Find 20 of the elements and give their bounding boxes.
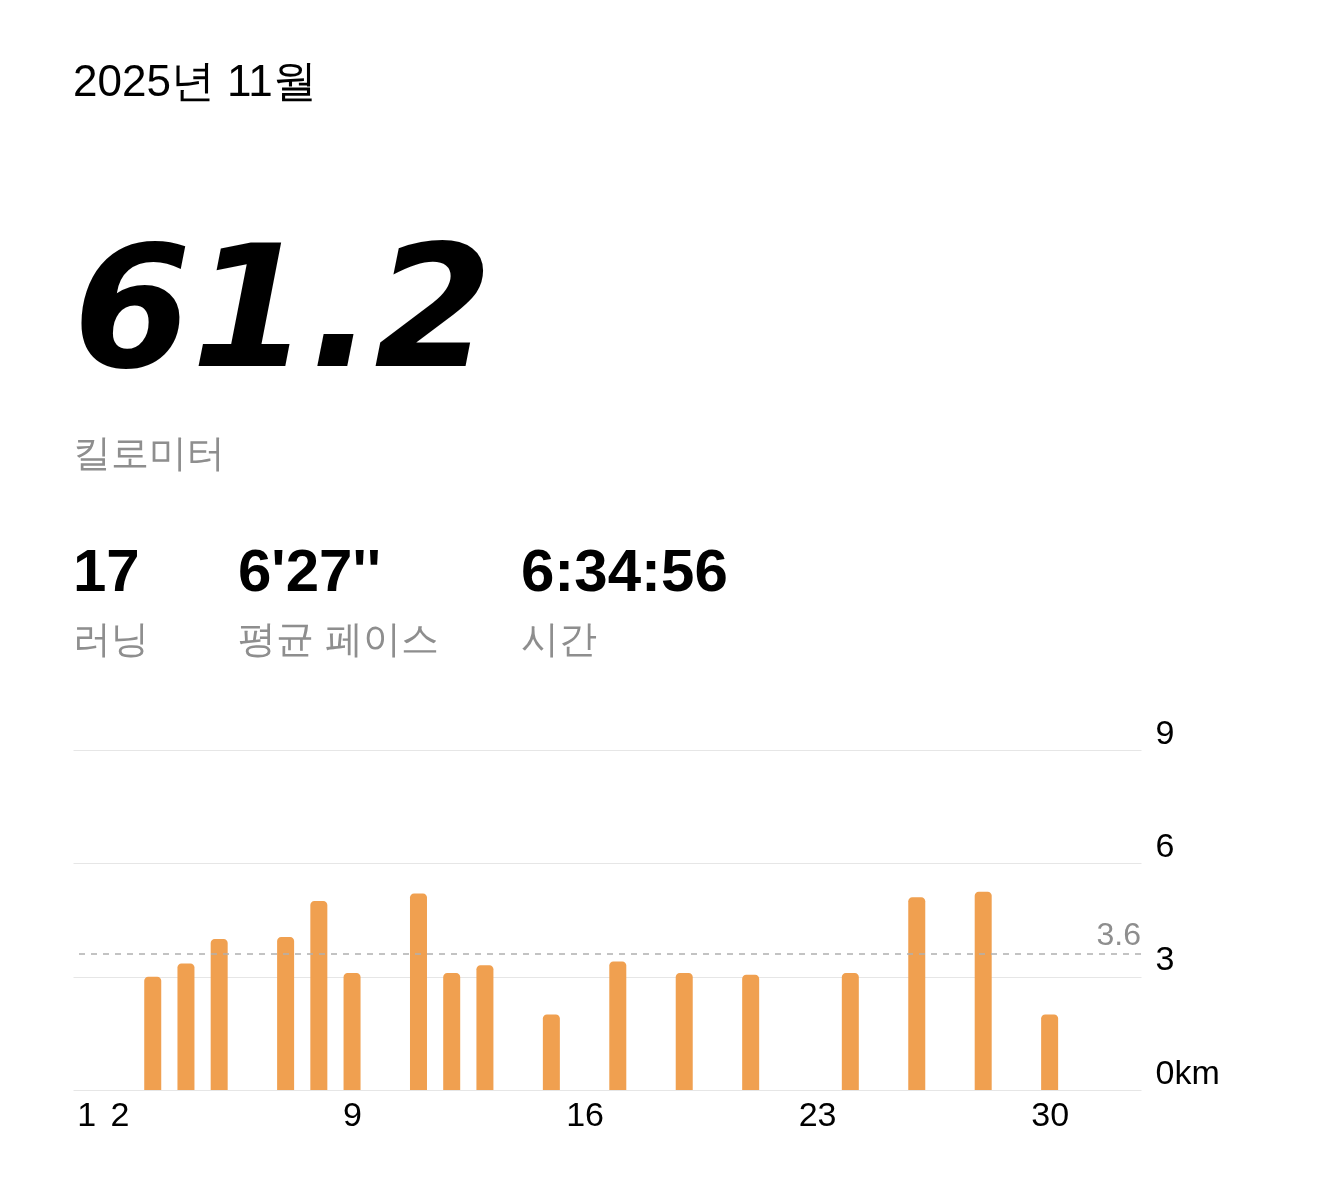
x-tick-label: 1: [77, 1094, 97, 1133]
chart-title: 2025년 11월: [73, 56, 317, 105]
x-tick-label: 2: [110, 1094, 130, 1133]
text: 킬로미터: [73, 432, 225, 474]
text: 6:34:56: [521, 537, 728, 604]
x-tick-label: 16: [566, 1094, 604, 1133]
text: 61.2: [73, 208, 493, 406]
x-tick-label: 30: [1031, 1094, 1070, 1133]
y-tick-label: 0km: [1155, 1052, 1220, 1091]
x-tick-label: 9: [343, 1094, 363, 1133]
text: 17: [73, 537, 140, 604]
x-tick-label: 23: [798, 1094, 837, 1133]
y-tick-label: 9: [1155, 712, 1175, 751]
text: 평균 페이스: [238, 618, 439, 660]
ref-line-label: 3.6: [1096, 916, 1141, 952]
y-tick-label: 3: [1155, 939, 1175, 978]
y-tick-label: 6: [1155, 825, 1175, 864]
text: 러닝: [73, 618, 149, 660]
text: 시간: [521, 618, 597, 660]
text: 6'27'': [238, 537, 381, 604]
